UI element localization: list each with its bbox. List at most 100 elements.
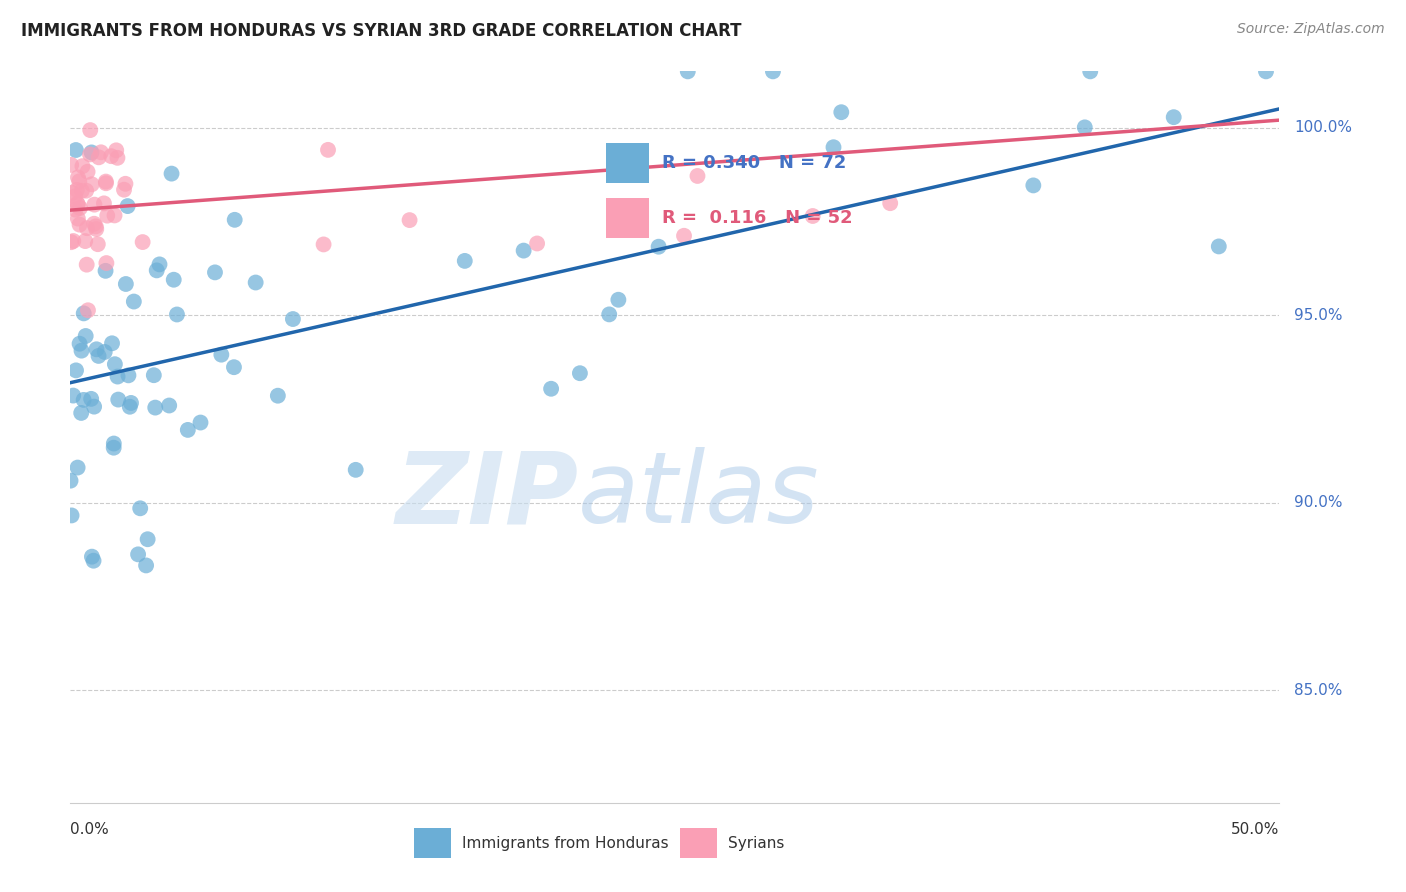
Point [512, 244, 534, 258]
Point [60, 158, 83, 172]
Point [1074, 120, 1097, 135]
Point [63, 189, 86, 203]
Point [267, 389, 290, 403]
Point [103, 208, 125, 222]
Point [70, 406, 93, 420]
Point [83, 217, 105, 231]
Point [83, 400, 105, 414]
Point [77, 303, 100, 318]
Point [72, 159, 94, 173]
Point [105, 144, 128, 158]
Point [1163, 110, 1185, 124]
Point [62, 234, 84, 248]
Text: Source: ZipAtlas.com: Source: ZipAtlas.com [1237, 22, 1385, 37]
Point [1078, 64, 1101, 78]
Point [76, 221, 98, 235]
Point [75, 234, 97, 248]
Point [676, 64, 699, 78]
Point [224, 212, 246, 227]
Point [107, 151, 129, 165]
Point [209, 348, 232, 362]
Point [129, 501, 152, 516]
Point [568, 366, 591, 380]
Point [65, 363, 87, 377]
Point [103, 436, 125, 450]
Point [107, 392, 129, 407]
Point [87, 349, 110, 363]
Text: 95.0%: 95.0% [1294, 308, 1343, 323]
Point [66, 211, 89, 226]
Point [281, 312, 304, 326]
Point [66, 196, 89, 211]
Point [647, 240, 669, 254]
Point [115, 277, 138, 291]
Point [112, 183, 135, 197]
Point [79, 123, 101, 137]
Text: 90.0%: 90.0% [1294, 495, 1343, 510]
Point [72, 392, 94, 407]
Point [93, 345, 115, 359]
Point [69, 336, 91, 351]
Text: IMMIGRANTS FROM HONDURAS VS SYRIAN 3RD GRADE CORRELATION CHART: IMMIGRANTS FROM HONDURAS VS SYRIAN 3RD G… [21, 22, 741, 40]
Point [117, 199, 139, 213]
Point [79, 147, 101, 161]
Point [83, 554, 105, 568]
Point [801, 209, 824, 223]
Point [398, 213, 420, 227]
Point [1022, 178, 1045, 193]
Point [107, 369, 129, 384]
Point [598, 307, 620, 321]
Text: 100.0%: 100.0% [1294, 120, 1353, 135]
Point [62, 388, 84, 402]
Point [120, 396, 142, 410]
Point [96, 209, 118, 223]
Point [87, 237, 110, 252]
Point [148, 257, 170, 271]
Point [84, 219, 107, 234]
Point [87, 150, 110, 164]
Point [75, 184, 97, 198]
Point [104, 357, 127, 371]
Point [83, 197, 105, 211]
Point [60, 186, 83, 200]
Point [80, 145, 103, 160]
Point [673, 228, 696, 243]
Point [103, 441, 125, 455]
Point [830, 105, 852, 120]
Point [143, 401, 166, 415]
Point [142, 368, 165, 383]
Point [67, 174, 90, 188]
Text: 85.0%: 85.0% [1294, 682, 1343, 698]
Point [80, 178, 103, 192]
Point [762, 64, 785, 78]
Point [69, 218, 91, 232]
Point [163, 273, 186, 287]
Point [879, 196, 901, 211]
Point [136, 533, 159, 547]
Point [76, 165, 98, 179]
Point [86, 343, 108, 357]
Point [66, 197, 89, 211]
Point [454, 253, 477, 268]
Point [344, 463, 367, 477]
Point [101, 336, 124, 351]
Text: ZIP: ZIP [395, 447, 578, 544]
Point [96, 256, 118, 270]
Point [94, 175, 117, 189]
Point [312, 237, 335, 252]
Point [1254, 64, 1277, 78]
Point [80, 392, 103, 406]
Point [65, 143, 87, 157]
Point [145, 263, 167, 277]
Point [60, 235, 83, 250]
Point [70, 184, 93, 198]
Point [823, 140, 845, 154]
Point [114, 177, 136, 191]
Point [122, 294, 145, 309]
Point [93, 196, 115, 211]
Point [316, 143, 339, 157]
Point [607, 293, 630, 307]
Point [177, 423, 200, 437]
Point [94, 176, 117, 190]
Point [117, 368, 139, 383]
